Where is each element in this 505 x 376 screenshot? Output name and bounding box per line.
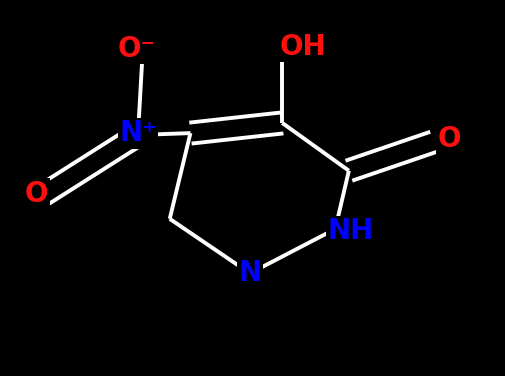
Text: O: O xyxy=(437,125,461,153)
Text: N⁺: N⁺ xyxy=(119,120,157,147)
Text: O⁻: O⁻ xyxy=(117,35,156,63)
Text: O: O xyxy=(25,180,48,208)
Text: N: N xyxy=(238,259,262,287)
Text: OH: OH xyxy=(280,33,326,61)
Text: NH: NH xyxy=(328,217,374,245)
